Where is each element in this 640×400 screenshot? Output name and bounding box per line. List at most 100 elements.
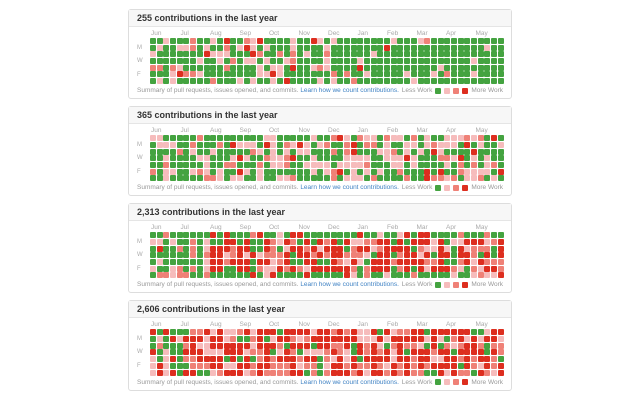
contribution-cell bbox=[150, 64, 156, 71]
contribution-cell bbox=[196, 161, 203, 168]
contribution-cell bbox=[330, 135, 337, 142]
contribution-cell bbox=[323, 64, 330, 71]
contribution-cell bbox=[263, 168, 270, 175]
contribution-cell bbox=[250, 252, 257, 259]
contribution-cell bbox=[270, 141, 277, 148]
contribution-cell bbox=[297, 245, 304, 252]
contribution-cell bbox=[430, 51, 437, 58]
contribution-cell bbox=[250, 238, 257, 245]
contribution-cell bbox=[471, 155, 477, 162]
contribution-cell bbox=[457, 78, 464, 85]
contribution-cell bbox=[437, 141, 444, 148]
contribution-cell bbox=[477, 362, 484, 369]
contribution-cell bbox=[283, 272, 290, 279]
contribution-cell bbox=[437, 356, 444, 363]
contribution-cell bbox=[437, 78, 444, 85]
contribution-cell bbox=[176, 238, 183, 245]
legend-square bbox=[444, 184, 451, 191]
count-contributions-link[interactable]: Learn how we count contributions. bbox=[300, 184, 399, 192]
contribution-cell bbox=[290, 135, 297, 142]
contribution-cell bbox=[364, 51, 370, 58]
contribution-cell bbox=[357, 245, 364, 252]
contribution-cell bbox=[343, 252, 350, 259]
contribution-cell bbox=[170, 78, 177, 85]
contribution-cell bbox=[397, 64, 404, 71]
contribution-cell bbox=[350, 329, 357, 336]
legend-squares bbox=[435, 379, 469, 385]
contribution-cell bbox=[257, 272, 263, 279]
contribution-cell bbox=[350, 71, 357, 78]
contribution-cell bbox=[283, 148, 290, 155]
contribution-cell bbox=[477, 71, 484, 78]
contribution-grid bbox=[150, 38, 504, 85]
contribution-cell bbox=[397, 252, 404, 259]
contribution-cell bbox=[364, 141, 370, 148]
contribution-cell bbox=[370, 272, 377, 279]
contribution-cell bbox=[323, 44, 330, 51]
contribution-cell bbox=[163, 51, 170, 58]
legend-squares bbox=[435, 281, 469, 288]
contribution-cell bbox=[270, 232, 277, 239]
contribution-cell bbox=[243, 356, 250, 363]
contribution-cell bbox=[176, 78, 183, 85]
contribution-cell bbox=[190, 238, 197, 245]
contribution-cell bbox=[410, 238, 417, 245]
contribution-cell bbox=[257, 349, 263, 356]
contribution-cell bbox=[183, 64, 190, 71]
count-contributions-link[interactable]: Learn how we count contributions. bbox=[300, 87, 399, 95]
contribution-cell bbox=[250, 78, 257, 85]
contribution-cell bbox=[317, 259, 324, 265]
legend-square bbox=[444, 281, 451, 288]
contribution-cell bbox=[150, 155, 156, 162]
contribution-cell bbox=[357, 38, 364, 44]
contribution-cell bbox=[377, 135, 384, 142]
contribution-cell bbox=[343, 78, 350, 85]
contribution-cell bbox=[263, 232, 270, 239]
contribution-cell bbox=[471, 161, 477, 168]
contribution-cell bbox=[163, 245, 170, 252]
contribution-cell bbox=[230, 135, 237, 142]
contribution-cell bbox=[263, 336, 270, 343]
contribution-cell bbox=[343, 245, 350, 252]
contribution-cell bbox=[437, 369, 444, 376]
contribution-cell bbox=[350, 342, 357, 349]
contribution-cell bbox=[270, 58, 277, 65]
contribution-cell bbox=[250, 362, 257, 369]
contribution-cell bbox=[410, 252, 417, 259]
count-contributions-link[interactable]: Learn how we count contributions. bbox=[300, 378, 399, 386]
contribution-cell bbox=[350, 245, 357, 252]
count-contributions-link[interactable]: Learn how we count contributions. bbox=[300, 281, 399, 289]
contribution-cell bbox=[390, 272, 397, 279]
contribution-cell bbox=[484, 232, 491, 239]
contribution-cell bbox=[484, 238, 491, 245]
contribution-cell bbox=[417, 342, 424, 349]
contribution-cell bbox=[357, 272, 364, 279]
contribution-cell bbox=[290, 349, 297, 356]
contribution-cell bbox=[317, 369, 324, 376]
contribution-cell bbox=[176, 64, 183, 71]
contribution-cell bbox=[203, 349, 210, 356]
contribution-cell bbox=[424, 64, 431, 71]
contribution-cell bbox=[384, 238, 391, 245]
contribution-cell bbox=[156, 342, 163, 349]
contribution-cell bbox=[150, 329, 156, 336]
contribution-cell bbox=[297, 329, 304, 336]
contribution-cell bbox=[377, 78, 384, 85]
contribution-cell bbox=[323, 58, 330, 65]
contribution-cell bbox=[464, 135, 471, 142]
contribution-cell bbox=[450, 265, 457, 272]
contribution-cell bbox=[364, 44, 370, 51]
contribution-cell bbox=[357, 78, 364, 85]
contribution-cell bbox=[270, 252, 277, 259]
contribution-cell bbox=[230, 58, 237, 65]
contribution-cell bbox=[183, 51, 190, 58]
contribution-cell bbox=[350, 362, 357, 369]
month-label: Mar bbox=[416, 127, 428, 135]
contribution-cell bbox=[343, 336, 350, 343]
month-label: Aug bbox=[210, 321, 222, 329]
contribution-cell bbox=[370, 78, 377, 85]
contribution-cell bbox=[471, 245, 477, 252]
contribution-cell bbox=[210, 44, 217, 51]
contribution-cell bbox=[190, 168, 197, 175]
contribution-cell bbox=[283, 51, 290, 58]
